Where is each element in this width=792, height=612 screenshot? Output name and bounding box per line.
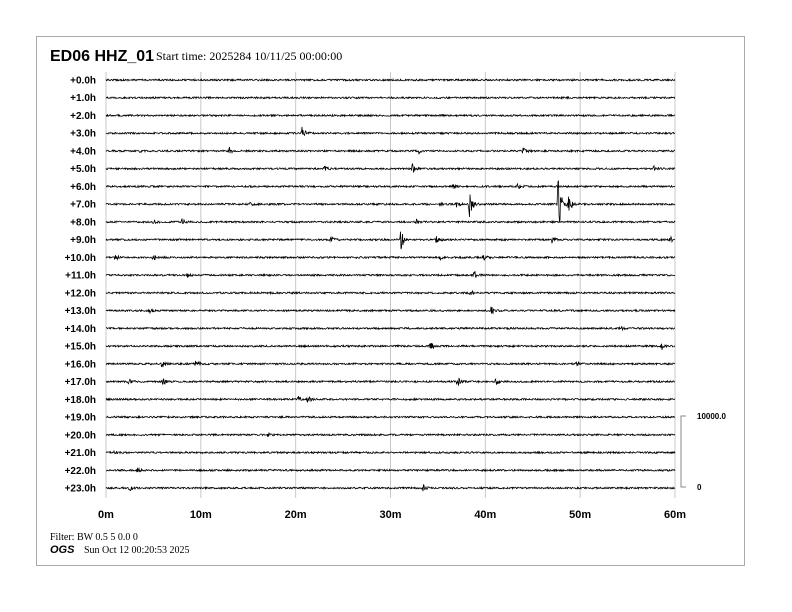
row-label: +10.0h	[65, 253, 96, 264]
trace-hour-14	[105, 326, 676, 332]
row-label: +11.0h	[65, 271, 96, 282]
row-label: +17.0h	[65, 377, 96, 388]
row-label: +23.0h	[65, 484, 96, 495]
row-label: +18.0h	[65, 395, 96, 406]
amplitude-scale: 10000.0 0	[680, 412, 726, 492]
generated-timestamp: Sun Oct 12 00:20:53 2025	[84, 545, 190, 556]
trace-hour-7	[105, 180, 676, 222]
traces	[105, 77, 676, 492]
trace-hour-11	[105, 270, 676, 278]
trace-hour-4	[105, 146, 676, 155]
trace-hour-20	[105, 431, 676, 437]
trace-hour-8	[105, 217, 676, 225]
row-label: +6.0h	[70, 182, 96, 193]
row-label: +16.0h	[65, 359, 96, 370]
x-tick-label: 40m	[474, 509, 496, 521]
row-label: +12.0h	[65, 288, 96, 299]
row-label: +3.0h	[70, 129, 96, 140]
trace-hour-23	[105, 483, 676, 492]
trace-hour-9	[105, 231, 676, 250]
chart-title: ED06 HHZ_01	[50, 48, 154, 65]
trace-hour-15	[105, 342, 676, 350]
x-tick-label: 60m	[664, 509, 686, 521]
trace-hour-19	[105, 414, 676, 420]
filter-text: Filter: BW 0.5 5 0.0 0	[50, 532, 138, 543]
x-tick-label: 20m	[285, 509, 307, 521]
row-label: +5.0h	[70, 164, 96, 175]
row-label: +7.0h	[70, 200, 96, 211]
trace-hour-10	[105, 254, 676, 261]
chart-subtitle: Start time: 2025284 10/11/25 00:00:00	[156, 49, 342, 63]
trace-hour-21	[105, 450, 676, 455]
x-tick-label: 30m	[379, 509, 401, 521]
trace-hour-22	[105, 467, 676, 473]
row-label: +4.0h	[70, 146, 96, 157]
x-tick-label: 10m	[190, 509, 212, 521]
row-label: +22.0h	[65, 466, 96, 477]
trace-hour-17	[105, 377, 676, 386]
trace-hour-12	[105, 289, 676, 296]
row-label: +20.0h	[65, 430, 96, 441]
row-label: +21.0h	[65, 448, 96, 459]
row-label: +19.0h	[65, 413, 96, 424]
trace-hour-6	[105, 182, 676, 189]
row-label: +1.0h	[70, 93, 96, 104]
helicorder-frame	[36, 36, 745, 566]
org-logo-text: OGS	[50, 544, 75, 556]
grid	[105, 72, 676, 499]
row-label: +15.0h	[65, 342, 96, 353]
x-tick-label: 50m	[569, 509, 591, 521]
scale-bottom-label: 0	[697, 483, 702, 492]
row-label: +13.0h	[65, 306, 96, 317]
row-label: +8.0h	[70, 217, 96, 228]
scale-bar	[680, 415, 686, 488]
row-labels: +0.0h +1.0h +2.0h +3.0h +4.0h +5.0h +6.0h +7.0h…	[65, 76, 96, 495]
x-tick-label: 0m	[98, 509, 114, 521]
trace-hour-16	[105, 360, 676, 368]
scale-top-label: 10000.0	[697, 412, 726, 421]
trace-hour-5	[105, 163, 676, 174]
trace-hour-13	[105, 306, 676, 315]
row-label: +9.0h	[70, 235, 96, 246]
trace-hour-0	[105, 77, 676, 82]
row-label: +2.0h	[70, 111, 96, 122]
trace-hour-18	[105, 395, 676, 403]
trace-hour-2	[105, 113, 676, 118]
row-label: +14.0h	[65, 324, 96, 335]
trace-hour-1	[105, 95, 676, 100]
trace-hour-3	[105, 126, 676, 137]
row-label: +0.0h	[70, 76, 96, 87]
x-axis-ticks: 0m 10m 20m 30m 40m 50m 60m	[98, 509, 686, 521]
